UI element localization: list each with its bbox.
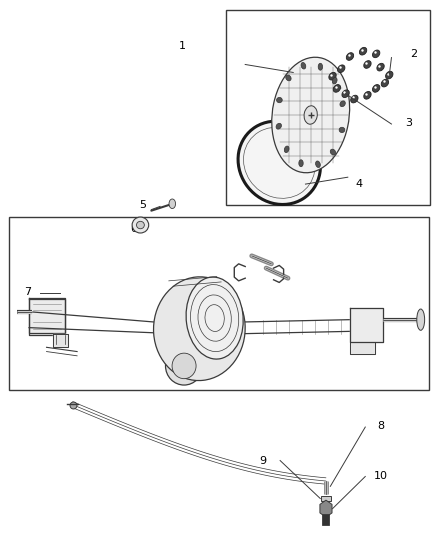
Text: 5: 5 — [139, 200, 146, 211]
Ellipse shape — [338, 65, 345, 72]
Ellipse shape — [276, 98, 282, 103]
Text: 7: 7 — [24, 287, 32, 297]
Polygon shape — [53, 334, 68, 348]
Text: 2: 2 — [410, 49, 417, 59]
Ellipse shape — [385, 71, 393, 79]
Ellipse shape — [166, 347, 203, 385]
Text: 9: 9 — [259, 456, 266, 465]
Ellipse shape — [330, 149, 336, 155]
Polygon shape — [350, 342, 375, 354]
Ellipse shape — [417, 309, 425, 330]
Ellipse shape — [244, 127, 315, 198]
Ellipse shape — [316, 161, 320, 167]
Ellipse shape — [186, 277, 243, 359]
Bar — [226, 10, 430, 205]
Ellipse shape — [238, 121, 321, 205]
Ellipse shape — [329, 72, 336, 80]
Ellipse shape — [364, 92, 371, 99]
Ellipse shape — [342, 90, 349, 98]
Text: 8: 8 — [377, 421, 384, 431]
Bar — [9, 217, 428, 390]
Ellipse shape — [284, 146, 289, 152]
Text: 6: 6 — [131, 224, 138, 235]
Ellipse shape — [286, 75, 291, 81]
Ellipse shape — [154, 277, 245, 381]
Ellipse shape — [372, 85, 380, 92]
Ellipse shape — [137, 221, 145, 229]
Bar — [322, 514, 329, 524]
Polygon shape — [350, 308, 383, 342]
Ellipse shape — [299, 160, 303, 167]
Bar — [321, 496, 331, 501]
Text: 4: 4 — [355, 179, 362, 189]
Ellipse shape — [304, 106, 317, 124]
Ellipse shape — [301, 62, 306, 69]
Ellipse shape — [172, 353, 196, 378]
Ellipse shape — [360, 47, 367, 55]
Ellipse shape — [318, 63, 322, 70]
Ellipse shape — [272, 57, 350, 173]
Text: 10: 10 — [374, 472, 388, 481]
Ellipse shape — [364, 61, 371, 68]
Ellipse shape — [372, 50, 380, 58]
Ellipse shape — [132, 217, 149, 233]
Ellipse shape — [340, 101, 345, 107]
Text: 3: 3 — [406, 118, 413, 128]
Ellipse shape — [169, 199, 176, 208]
Ellipse shape — [381, 79, 389, 87]
Ellipse shape — [346, 53, 353, 60]
Polygon shape — [29, 298, 65, 335]
Ellipse shape — [276, 123, 282, 129]
Ellipse shape — [332, 77, 337, 84]
Ellipse shape — [351, 95, 358, 103]
Ellipse shape — [333, 85, 341, 92]
Ellipse shape — [339, 127, 345, 133]
Text: 1: 1 — [178, 41, 185, 51]
Ellipse shape — [377, 63, 384, 71]
